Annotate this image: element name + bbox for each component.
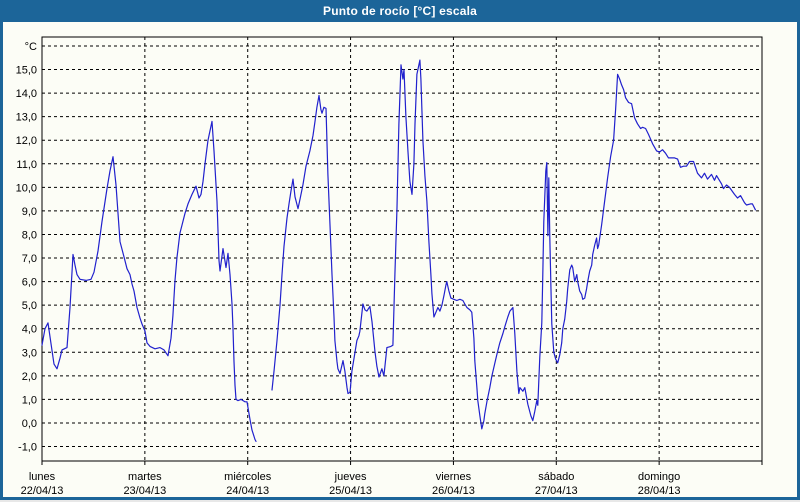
y-tick-label: 7,0: [22, 253, 37, 265]
titlebar: Punto de rocío [°C] escala: [0, 0, 800, 22]
y-tick-label: 3,0: [22, 347, 37, 359]
x-day-date: 28/04/13: [638, 485, 681, 497]
y-tick-label: 13,0: [16, 112, 37, 124]
chart-canvas: °C 15,0 14,0 13,0 12,0 11,0 10,0 9,0 8,0 7,0 6,0 5,…: [16, 36, 763, 497]
x-day-date: 22/04/13: [21, 485, 64, 497]
y-tick-label: 2,0: [22, 371, 37, 383]
x-day-name: miércoles: [224, 471, 272, 483]
y-tick-label: 0,0: [22, 418, 37, 430]
gridlines: [42, 37, 762, 461]
x-axis-ticks: [41, 461, 763, 465]
x-day-name: sábado: [538, 471, 574, 483]
x-day-name: viernes: [436, 471, 472, 483]
y-axis-labels: °C 15,0 14,0 13,0 12,0 11,0 10,0 9,0 8,0 7,0 6,0 5,…: [16, 41, 37, 454]
x-day-date: 26/04/13: [432, 485, 475, 497]
dewpoint-chart: °C 15,0 14,0 13,0 12,0 11,0 10,0 9,0 8,0 7,0 6,0 5,…: [3, 22, 797, 497]
y-tick-label: -1,0: [18, 442, 37, 454]
x-day-date: 23/04/13: [123, 485, 166, 497]
y-tick-label: 4,0: [22, 324, 37, 336]
y-tick-label: 5,0: [22, 300, 37, 312]
series-group: [41, 59, 757, 442]
y-tick-label: 11,0: [16, 159, 37, 171]
y-axis-unit-label: °C: [25, 41, 37, 53]
chart-title: Punto de rocío [°C] escala: [322, 4, 478, 18]
plot-border: [41, 36, 763, 462]
y-tick-label: 10,0: [16, 182, 37, 194]
dewpoint-line: [41, 120, 257, 442]
y-tick-label: 8,0: [22, 229, 37, 241]
x-day-date: 24/04/13: [226, 485, 269, 497]
x-day-name: jueves: [334, 471, 367, 483]
x-day-date: 25/04/13: [329, 485, 372, 497]
dewpoint-line: [271, 59, 757, 430]
y-tick-label: 9,0: [22, 206, 37, 218]
x-axis-labels: lunes 22/04/13 martes 23/04/13 miércoles 24/0…: [21, 471, 681, 497]
x-day-name: domingo: [638, 471, 680, 483]
x-day-date: 27/04/13: [535, 485, 578, 497]
y-tick-label: 6,0: [22, 277, 37, 289]
y-tick-label: 12,0: [16, 135, 37, 147]
y-tick-label: 1,0: [22, 394, 37, 406]
x-day-name: martes: [128, 471, 162, 483]
y-tick-label: 15,0: [16, 65, 37, 77]
x-day-name: lunes: [29, 471, 56, 483]
y-tick-label: 14,0: [16, 88, 37, 100]
